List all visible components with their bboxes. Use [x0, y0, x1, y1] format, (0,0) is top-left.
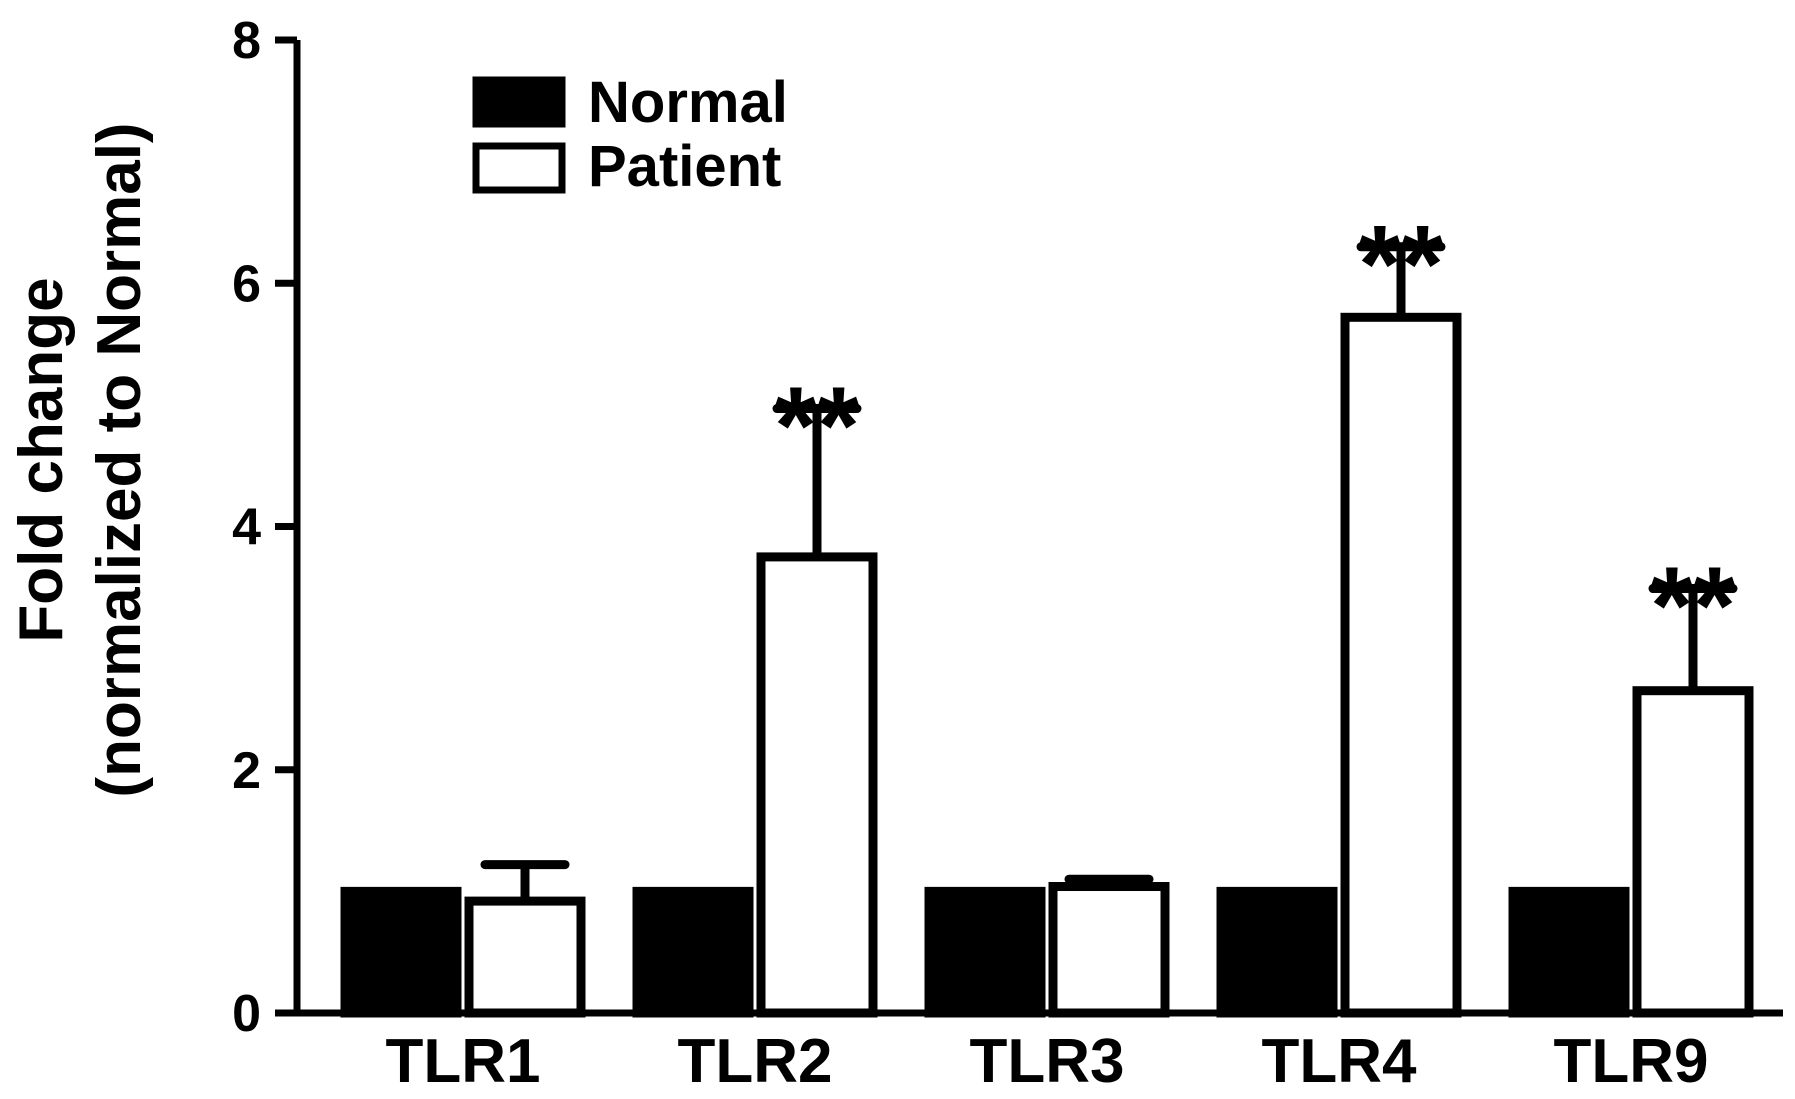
bars [340, 312, 1754, 1018]
error-bars [480, 242, 1738, 902]
y-tick-label: 6 [232, 255, 261, 313]
y-ticks: 0 2 4 6 8 [232, 12, 297, 1043]
legend-swatch-normal [472, 76, 566, 128]
legend-label-patient: Patient [588, 134, 781, 199]
bar-normal-tlr3 [924, 886, 1046, 1018]
significance-stars: ** [1358, 203, 1444, 326]
y-axis-label-line1: Fold change [7, 277, 76, 642]
bar-patient-tlr3 [1048, 882, 1170, 1018]
x-tick-label: TLR1 [386, 1027, 541, 1094]
x-tick-label: TLR4 [1262, 1027, 1418, 1094]
significance-stars: ** [774, 365, 860, 488]
bar-normal-tlr2 [632, 886, 754, 1018]
y-tick-label: 4 [232, 499, 261, 557]
bar-patient-tlr9 [1632, 686, 1754, 1018]
y-axis-label: Fold change (normalized to Normal) [7, 122, 154, 797]
x-tick-label: TLR9 [1554, 1027, 1709, 1094]
bar-patient-tlr4 [1340, 312, 1462, 1018]
bar-normal-tlr1 [340, 886, 462, 1018]
legend-label-normal: Normal [588, 70, 788, 135]
legend: Normal Patient [472, 70, 788, 199]
x-tick-labels: TLR1 TLR2 TLR3 TLR4 TLR9 [386, 1027, 1709, 1096]
x-tick-label: TLR2 [678, 1027, 833, 1094]
y-axis-label-line2: (normalized to Normal) [85, 122, 154, 797]
bar-normal-tlr9 [1508, 886, 1630, 1018]
legend-swatch-patient [472, 142, 566, 194]
bar-patient-tlr1 [464, 896, 586, 1018]
y-tick-label: 0 [232, 985, 261, 1043]
x-tick-label: TLR3 [970, 1027, 1125, 1094]
y-tick-label: 2 [232, 742, 261, 800]
bar-normal-tlr4 [1216, 886, 1338, 1018]
bar-patient-tlr2 [756, 552, 878, 1018]
y-tick-label: 8 [232, 12, 261, 70]
significance-annotations: ** ** ** [774, 203, 1736, 668]
significance-stars: ** [1650, 545, 1736, 668]
